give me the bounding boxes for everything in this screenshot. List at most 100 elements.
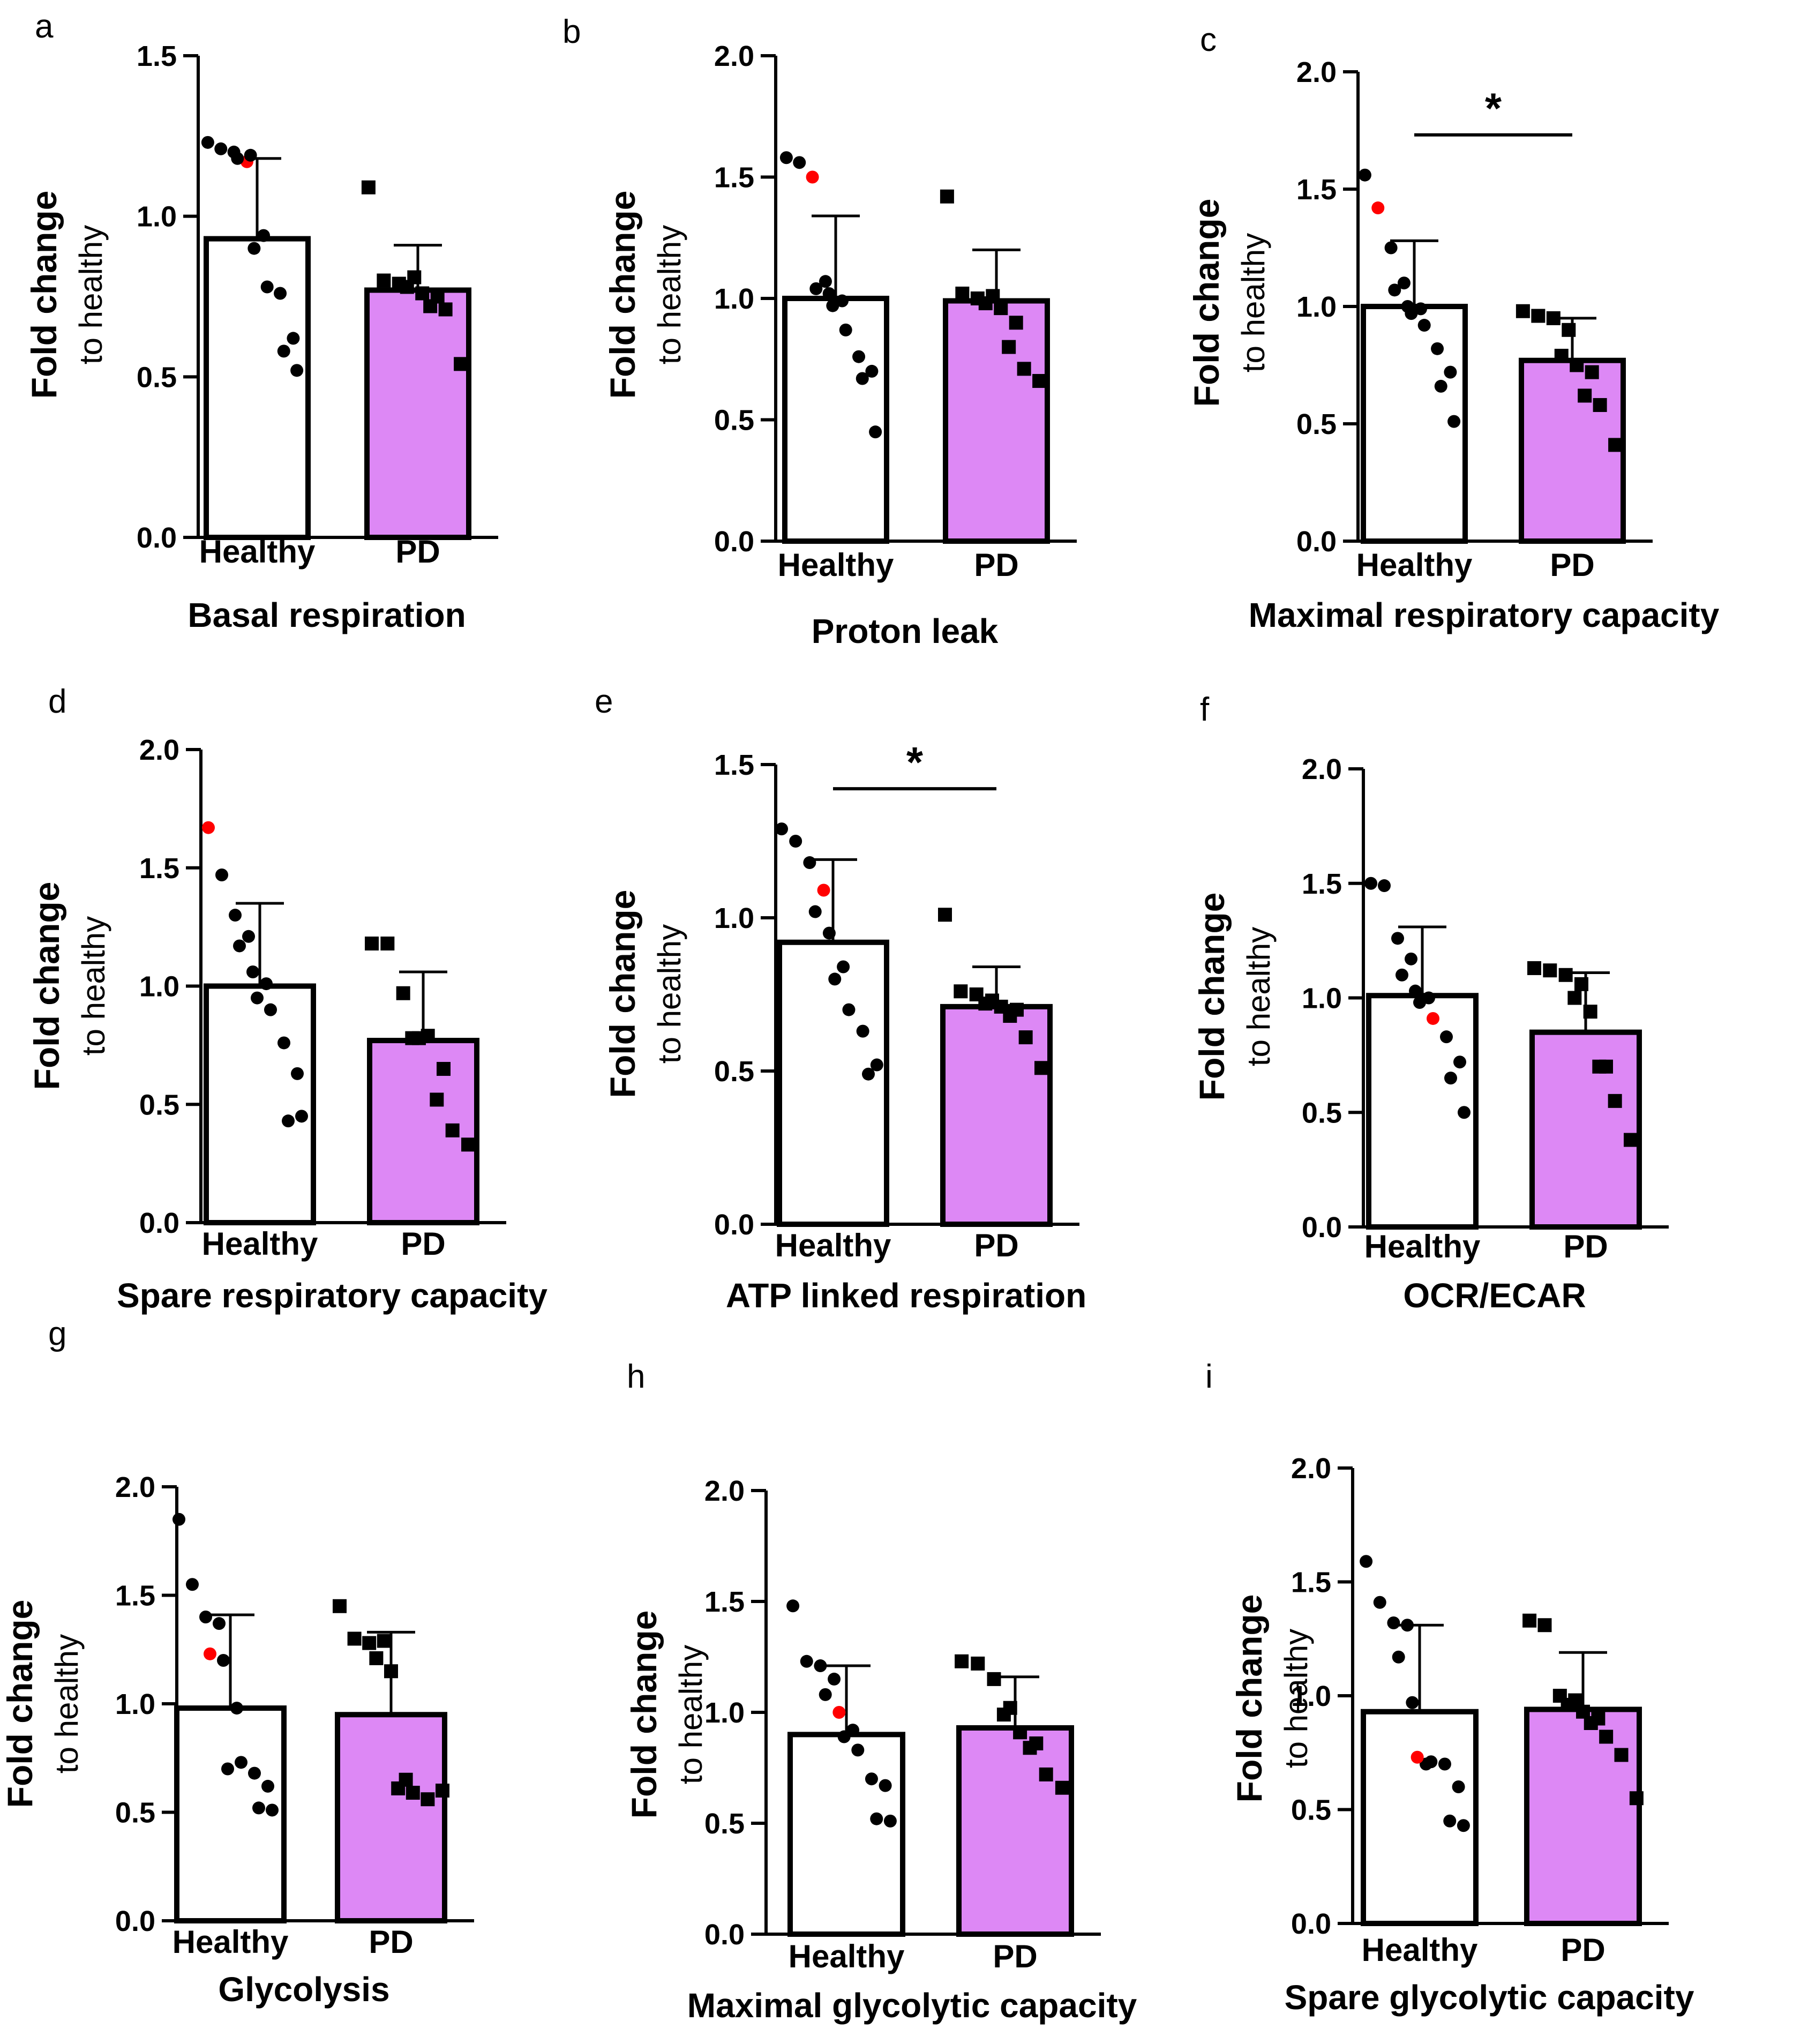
y-tick-label: 1.0 bbox=[704, 1697, 745, 1729]
y-tick-label: 2.0 bbox=[139, 734, 179, 766]
data-point-healthy bbox=[852, 350, 866, 363]
y-tick-label: 1.5 bbox=[1302, 868, 1342, 900]
data-point-healthy bbox=[260, 977, 273, 991]
data-point-pd bbox=[369, 1651, 384, 1665]
chart-title: Maximal respiratory capacity bbox=[1249, 596, 1720, 634]
data-point-healthy bbox=[1396, 968, 1408, 982]
bar-pd bbox=[956, 1725, 1074, 1937]
data-point-pd bbox=[406, 1786, 420, 1800]
data-point-pd bbox=[1032, 374, 1047, 388]
y-tick-label: 0.5 bbox=[139, 1089, 179, 1121]
data-point-healthy bbox=[789, 835, 802, 848]
data-point-pd bbox=[380, 937, 395, 951]
data-point-healthy bbox=[1388, 283, 1401, 297]
data-point-pd bbox=[940, 189, 954, 204]
data-point-pd bbox=[384, 1664, 398, 1679]
chart-title: OCR/ECAR bbox=[1403, 1276, 1586, 1315]
y-tick-label: 0.5 bbox=[137, 361, 177, 393]
data-point-healthy bbox=[869, 425, 882, 439]
bar-pd bbox=[1524, 1706, 1642, 1926]
data-point-highlight bbox=[1371, 201, 1385, 215]
y-axis-sublabel: to healthy bbox=[1241, 927, 1277, 1066]
data-point-pd bbox=[377, 1634, 391, 1648]
y-tick-label: 1.0 bbox=[1302, 983, 1342, 1015]
data-point-healthy bbox=[879, 1779, 892, 1792]
data-point-healthy bbox=[839, 323, 852, 336]
y-tick-label: 2.0 bbox=[1291, 1452, 1331, 1485]
y-tick-label: 0.0 bbox=[714, 1209, 754, 1241]
data-point-pd bbox=[1624, 1133, 1638, 1147]
panel-letter: f bbox=[1200, 691, 1210, 728]
y-axis-sublabel: to healthy bbox=[651, 924, 687, 1064]
panel-f: f 0.0 0.5 1.0 1.5 2.0 Fold change to healthy Hea… bbox=[1192, 691, 1669, 1315]
data-point-pd bbox=[461, 1137, 475, 1152]
data-point-pd bbox=[955, 286, 970, 301]
y-tick-label: 0.5 bbox=[115, 1797, 155, 1829]
data-point-healthy bbox=[1409, 984, 1422, 998]
data-point-healthy bbox=[214, 142, 228, 155]
panel-c: c 0.0 0.5 1.0 1.5 2.0 Fold change to healthy Hea… bbox=[1187, 21, 1720, 634]
data-point-healthy bbox=[221, 1762, 234, 1776]
y-axis-label: Fold change bbox=[1187, 199, 1226, 407]
data-point-pd bbox=[1017, 362, 1031, 376]
data-point-healthy bbox=[819, 275, 832, 288]
y-axis-sublabel: to healthy bbox=[673, 1645, 709, 1784]
category-label: PD bbox=[401, 1226, 445, 1262]
category-label: Healthy bbox=[775, 1227, 891, 1263]
data-point-pd bbox=[1570, 358, 1584, 372]
data-point-healthy bbox=[1405, 952, 1417, 965]
data-point-healthy bbox=[800, 1654, 813, 1668]
data-point-healthy bbox=[261, 1779, 274, 1793]
y-axis-sublabel: to healthy bbox=[1235, 233, 1271, 372]
data-point-healthy bbox=[837, 960, 850, 974]
data-point-pd bbox=[1583, 1005, 1597, 1019]
data-point-pd bbox=[377, 273, 391, 288]
category-label: PD bbox=[1550, 547, 1594, 583]
category-label: Healthy bbox=[172, 1924, 289, 1960]
category-label: Healthy bbox=[199, 534, 316, 570]
data-point-healthy bbox=[1447, 415, 1461, 428]
panel-letter: h bbox=[627, 1358, 645, 1395]
data-point-pd bbox=[362, 1636, 377, 1650]
data-point-healthy bbox=[277, 1036, 290, 1050]
y-axis-label: Fold change bbox=[624, 1611, 664, 1819]
data-point-pd bbox=[454, 357, 468, 371]
data-point-healthy bbox=[1453, 1055, 1466, 1069]
y-tick-label: 2.0 bbox=[714, 40, 754, 72]
panel-a: a 0.0 0.5 1.0 1.5 Fold change to healthy Health… bbox=[24, 8, 498, 634]
bar-healthy bbox=[174, 1705, 287, 1924]
y-tick-label: 1.5 bbox=[1296, 174, 1337, 206]
panel-letter: c bbox=[1200, 21, 1217, 58]
data-point-healthy bbox=[282, 1114, 295, 1128]
data-point-healthy bbox=[775, 822, 788, 836]
data-point-highlight bbox=[202, 821, 215, 834]
data-point-pd bbox=[361, 180, 376, 194]
data-point-healthy bbox=[1360, 1555, 1373, 1568]
data-point-healthy bbox=[247, 242, 261, 255]
data-point-pd bbox=[1009, 316, 1023, 330]
data-point-healthy bbox=[277, 345, 290, 358]
data-point-pd bbox=[987, 1672, 1001, 1686]
category-label: Healthy bbox=[1362, 1932, 1478, 1968]
data-point-pd bbox=[1584, 1716, 1598, 1730]
data-point-healthy bbox=[1413, 996, 1426, 1009]
bar-healthy bbox=[777, 939, 889, 1227]
data-point-pd bbox=[1055, 1780, 1069, 1795]
data-point-healthy bbox=[215, 868, 228, 881]
data-point-healthy bbox=[842, 1003, 856, 1016]
data-point-healthy bbox=[213, 1617, 226, 1630]
chart-title: ATP linked respiration bbox=[726, 1276, 1086, 1315]
chart-title: Basal respiration bbox=[187, 596, 466, 634]
data-point-pd bbox=[1527, 961, 1541, 975]
panel-e: e 0.0 0.5 1.0 1.5 Fold change to healthy Health… bbox=[595, 683, 1086, 1315]
data-point-healthy bbox=[260, 280, 274, 294]
data-point-healthy bbox=[1457, 1819, 1470, 1832]
y-tick-label: 1.5 bbox=[704, 1586, 745, 1618]
bar-pd bbox=[943, 298, 1050, 544]
data-point-healthy bbox=[252, 1801, 265, 1815]
data-point-healthy bbox=[856, 1024, 869, 1038]
chart-title: Glycolysis bbox=[218, 1970, 389, 2009]
y-axis-label: Fold change bbox=[24, 191, 64, 399]
y-tick-label: 2.0 bbox=[1296, 56, 1337, 88]
